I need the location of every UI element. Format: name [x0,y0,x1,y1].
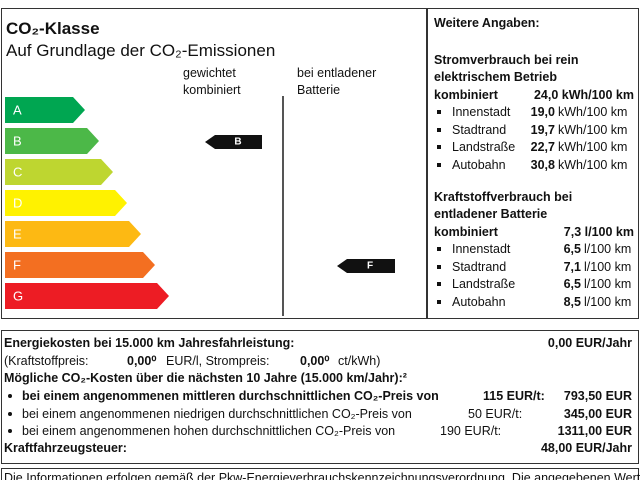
details-title: Weitere Angaben: [434,16,540,30]
subtitle: Auf Grundlage der CO₂-Emissionen [6,41,276,60]
row-label: Autobahn [452,158,506,173]
title: CO₂-Klasse [6,19,100,38]
marker-arrow [205,135,262,149]
price-part: 0,00⁰ [300,354,330,368]
bullet [437,247,441,251]
class-label: G [13,288,23,303]
co2-label: bei einem angenommenen niedrigen durchsc… [22,406,412,421]
co2-label: bei einem angenommenen hohen durchschnit… [22,424,396,438]
row-unit: l/100 km [584,295,632,310]
bullet [437,282,441,287]
row-value: 19,7 [530,122,555,137]
bullet [437,110,441,114]
co2-price: 50 EUR/t: [468,406,523,421]
row-unit: l/100 km [584,242,632,256]
row-label: Landstraße [452,140,516,155]
combined-label: kombiniert [434,88,498,102]
class-label: A [13,102,22,117]
col-header: kombiniert [183,83,241,97]
row-label: Stadtrand [452,259,507,274]
cost-box [1,330,639,464]
row-unit: kWh/100 km [558,105,628,119]
class-bar [5,97,85,123]
co2-label: bei einem angenommenen mittleren durchsc… [22,389,439,403]
co2-amount: 1311,00 EUR [557,424,632,438]
marker-arrow [337,259,395,273]
price-part: EUR/l, Strompreis: [166,354,270,368]
class-label: D [13,195,22,210]
row-value: 7,1 [563,259,581,274]
class-bar [5,221,141,247]
row-unit: kWh/100 km [558,140,628,155]
tax-value: 48,00 EUR/Jahr [540,441,632,455]
row-unit: kWh/100 km [558,122,628,137]
section-title: Kraftstoffverbrauch bei [434,190,573,204]
class-bar [5,159,113,185]
bullet [8,411,12,416]
row-label: Innenstadt [452,105,511,119]
row-label: Innenstadt [452,242,511,256]
co2-amount: 345,00 EUR [563,406,632,421]
combined-value: 24,0 kWh/100 km [533,88,634,102]
class-label: B [13,133,22,148]
footer-text: Die Informationen erfolgen gemäß der Pkw… [4,471,640,480]
class-label: E [13,226,22,241]
class-bar [5,283,169,309]
row-value: 8,5 [563,295,581,310]
marker-weighted: B [234,137,241,148]
bullet [437,300,441,305]
bullet [437,127,441,132]
bullet [437,145,441,150]
class-bar [5,128,99,154]
co2-amount: 793,50 EUR [563,389,632,403]
co2-price: 190 EUR/t: [440,424,502,438]
section-title: Stromverbrauch bei rein [434,53,579,67]
bullet [437,264,441,269]
col-header: Batterie [297,83,341,97]
top-box [1,8,639,319]
bullet [437,163,441,168]
tax-label: Kraftfahrzeugsteuer: [4,441,127,455]
row-value: 19,0 [530,105,555,119]
energy-label: Energiekosten bei 15.000 km Jahresfahrle… [4,336,295,350]
class-label: F [13,257,21,272]
marker-discharged: F [367,261,373,272]
price-part: ct/kWh) [338,354,381,368]
co2-price: 115 EUR/t: [483,389,545,403]
row-unit: l/100 km [584,259,632,274]
energy-value: 0,00 EUR/Jahr [547,336,632,350]
row-label: Landstraße [452,277,516,292]
bullet [8,394,12,398]
combined-value: 7,3 l/100 km [563,225,634,239]
column-line [282,96,284,316]
price-part: 0,00⁰ [127,354,157,368]
row-unit: kWh/100 km [558,158,628,173]
class-bar [5,190,127,216]
row-value: 6,5 [563,242,581,256]
row-value: 6,5 [563,277,581,292]
combined-label: kombiniert [434,225,498,239]
row-label: Stadtrand [452,122,507,137]
class-label: C [13,164,22,179]
price-part: (Kraftstoffpreis: [4,354,89,368]
row-value: 30,8 [530,158,555,173]
divider [426,8,428,319]
section-title: entladener Batterie [434,207,548,221]
row-unit: l/100 km [584,277,632,292]
section-title: elektrischem Betrieb [434,70,557,84]
footer-box [1,468,639,480]
row-value: 22,7 [530,140,555,155]
col-header: gewichtet [183,66,236,80]
row-label: Autobahn [452,295,506,310]
bullet [8,429,12,433]
class-bar [5,252,155,278]
col-header: bei entladener [297,66,377,80]
co2-title: Mögliche CO₂-Kosten über die nächsten 10… [4,371,407,385]
